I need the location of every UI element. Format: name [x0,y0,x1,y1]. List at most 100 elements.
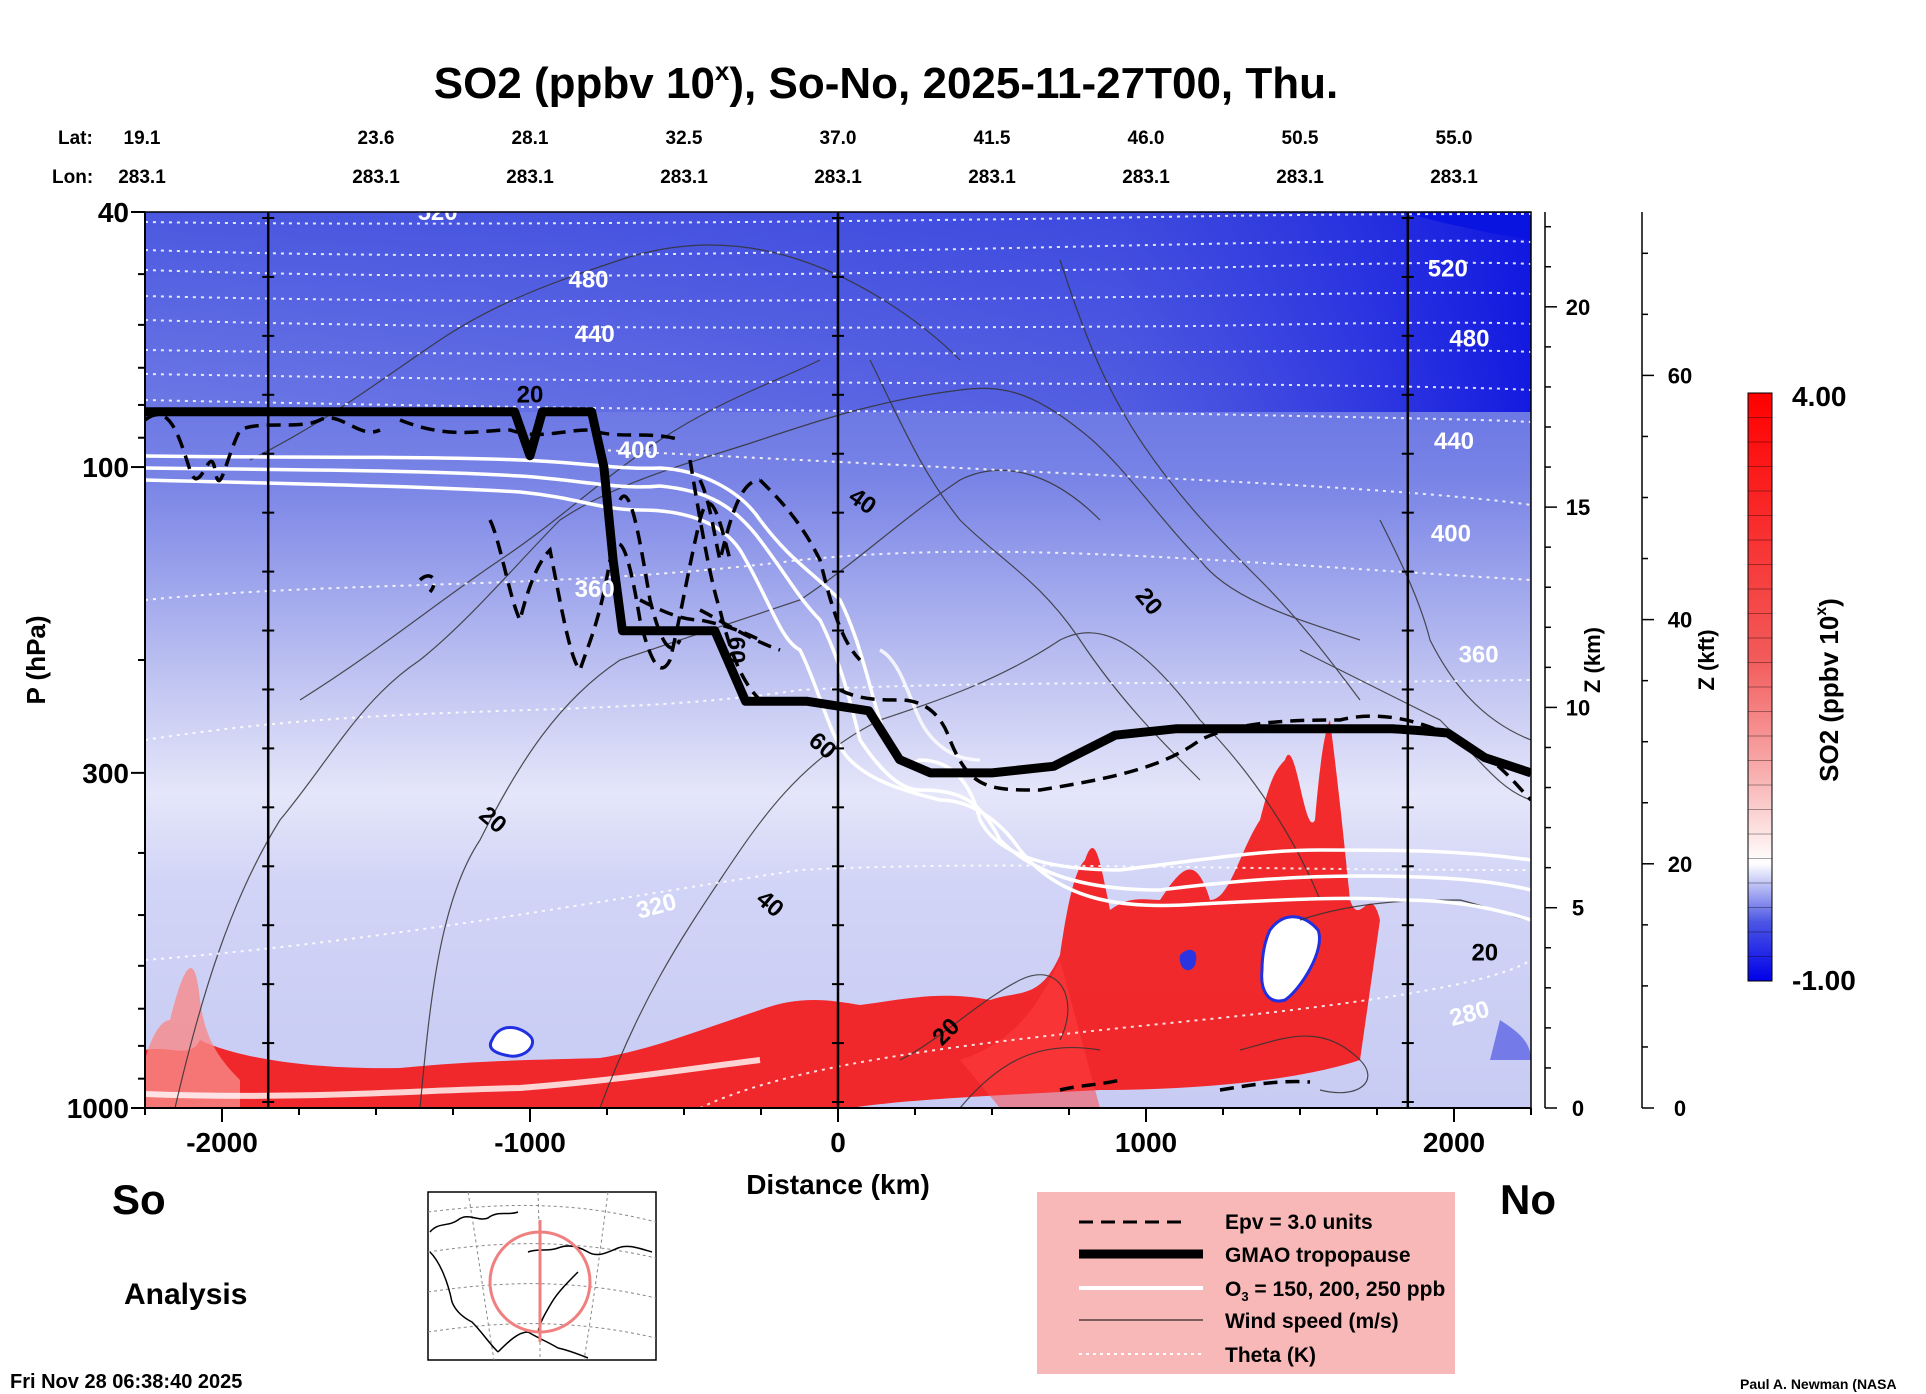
contour-label-text: 440 [575,321,615,348]
y-tick-label: 300 [82,758,129,789]
x-tick-label: -2000 [186,1127,258,1158]
contour-label-text: 520 [418,199,458,226]
lat-value: 50.5 [1282,128,1319,149]
contour-label: 400 [618,437,658,464]
contour-label: 360 [575,576,615,603]
contour-label: 440 [575,321,615,348]
y-axis-label: P (hPa) [21,615,51,704]
colorbar-min-label: -1.00 [1792,965,1856,996]
lon-value: 283.1 [660,167,708,188]
contour-label-text: 20 [1471,940,1498,967]
x-tick-label: 1000 [1115,1127,1177,1158]
z-km-tick-label: 5 [1572,896,1584,921]
lat-value: 23.6 [358,128,395,149]
contour-label-text: 520 [1428,256,1468,283]
epv-contours [145,412,1531,1092]
chart-title: SO2 (ppbv 10x), So-No, 2025-11-27T00, Th… [434,56,1339,108]
x-tick-label: 2000 [1423,1127,1485,1158]
contour-label-text: 440 [1434,428,1474,455]
credit: Paul A. Newman (NASA [1740,1376,1897,1392]
contour-label-text: 360 [575,576,615,603]
contour-label: 480 [568,267,608,294]
lon-value: 283.1 [506,167,554,188]
contour-label: 440 [1434,428,1474,455]
z-kft-axis-label: Z (kft) [1694,629,1719,690]
z-km-tick-label: 20 [1566,295,1590,320]
x-tick-label: -1000 [494,1127,566,1158]
y-tick-label: 1000 [67,1093,129,1124]
z-km-tick-label: 15 [1566,495,1590,520]
colorbar-gradient [1747,392,1773,982]
plot-area: 2040206060204020205204804404003603205204… [144,199,1532,1109]
colorbar-max-label: 4.00 [1792,381,1847,412]
lat-value: 55.0 [1436,128,1473,149]
lat-value: 28.1 [512,128,549,149]
x-axis: -2000 -1000 0 1000 2000 [144,1107,1532,1158]
legend-wind-label: Wind speed (m/s) [1225,1310,1399,1333]
inset-map [427,1191,657,1361]
z-km-axis-label: Z (km) [1580,627,1605,693]
lon-label: Lon: [52,167,93,188]
colorbar: 4.00 -1.00 SO2 (ppbv 10x) [1747,381,1856,996]
ozone-contours [145,454,1531,922]
lat-value: 46.0 [1128,128,1165,149]
lon-value: 283.1 [352,167,400,188]
z-kft-tick-label: 0 [1674,1096,1686,1121]
lat-value: 41.5 [974,128,1011,149]
lat-value: 37.0 [820,128,857,149]
z-kft-tick-label: 60 [1668,363,1692,388]
contour-label-text: 400 [1431,521,1471,548]
lon-value: 283.1 [1276,167,1324,188]
so2-deep-blue-cap [1400,212,1531,240]
contour-label-text: 360 [1459,641,1499,668]
lat-lon-header: Lat: Lon: 19.1 23.6 28.1 32.5 37.0 41.5 46.0 50… [52,128,1478,188]
z-km-tick-label: 0 [1572,1096,1584,1121]
colorbar-label: SO2 (ppbv 10x) [1813,598,1844,782]
z-kft-tick-label: 20 [1668,852,1692,877]
contour-labels: 2040206060204020205204804404003603205204… [418,199,1499,1051]
contour-label: 520 [418,199,458,226]
timestamp: Fri Nov 28 06:38:40 2025 [10,1371,242,1393]
legend-ozone-label: O3 = 150, 200, 250 ppb [1225,1278,1445,1304]
south-end-label: So [112,1176,166,1223]
gmao-tropopause-line [145,407,1531,778]
analysis-label: Analysis [124,1278,247,1311]
contour-label: 400 [1431,521,1471,548]
lat-value: 19.1 [124,128,161,149]
lon-value: 283.1 [1122,167,1170,188]
z-kft-tick-label: 40 [1668,608,1692,633]
lat-label: Lat: [58,128,93,149]
contour-label: 60 [722,637,749,664]
x-axis-label: Distance (km) [746,1169,930,1200]
contour-label: 360 [1459,641,1499,668]
contour-label-text: 60 [722,637,749,664]
contour-label: 520 [1428,256,1468,283]
contour-label-text: 480 [1449,325,1489,352]
lon-value: 283.1 [814,167,862,188]
x-tick-label: 0 [830,1127,846,1158]
z-kft-axis: 0 20 40 60 [1641,212,1692,1121]
lon-value: 283.1 [1430,167,1478,188]
legend: Epv = 3.0 units GMAO tropopause O3 = 150… [1037,1192,1455,1374]
so2-white-blob [489,1026,534,1058]
wind-speed-contours [174,244,1531,1108]
z-km-tick-label: 10 [1566,695,1590,720]
y-tick-label: 100 [82,452,129,483]
contour-label: 480 [1449,325,1489,352]
legend-epv-label: Epv = 3.0 units [1225,1211,1373,1234]
contour-label-text: 20 [517,381,544,408]
section-vertical-lines [262,212,1414,1108]
y-tick-label: 40 [98,197,129,228]
lon-value: 283.1 [118,167,166,188]
contour-label-text: 400 [618,437,658,464]
lon-value: 283.1 [968,167,1016,188]
legend-tropopause-label: GMAO tropopause [1225,1244,1411,1267]
theta-contours [145,213,1531,1108]
z-km-axis: 0 5 10 15 20 [1544,212,1590,1121]
contour-label: 20 [1471,940,1498,967]
contour-label-text: 480 [568,267,608,294]
y-axis: 40 100 300 1000 [67,197,146,1124]
so2-white-blob [1260,915,1321,1003]
contour-label: 20 [517,381,544,408]
